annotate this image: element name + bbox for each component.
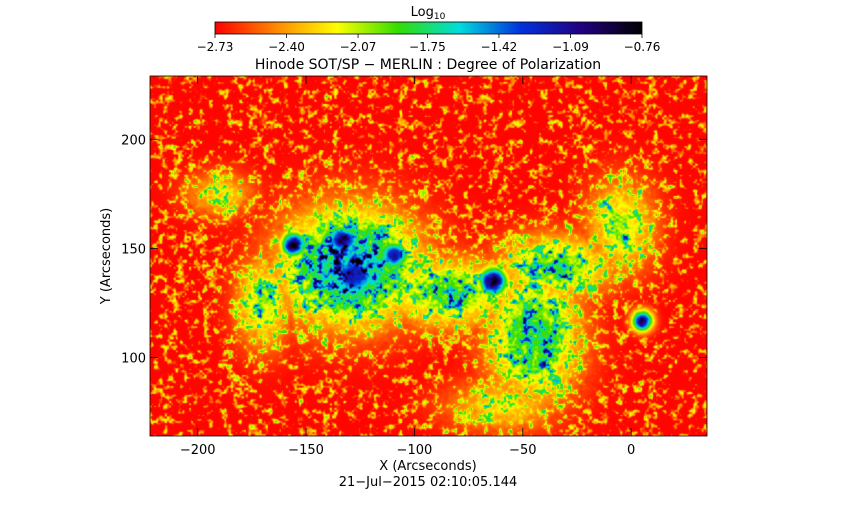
- y-axis: 100 150 200: [121, 133, 707, 366]
- colorbar: Log10 −2.73 −2.40 −2.07 −1.75 −1.42 −1.09 −0.7…: [197, 5, 661, 54]
- x-axis: −200 −150 −100 −50 0: [180, 76, 635, 458]
- y-tick-label: 150: [121, 242, 146, 257]
- colorbar-ticks: −2.73 −2.40 −2.07 −1.75 −1.42 −1.09 −0.76: [197, 34, 661, 54]
- x-tick-label: −200: [180, 443, 216, 458]
- colorbar-label: Log10: [411, 5, 446, 22]
- colorbar-tick-label: −1.75: [409, 40, 446, 54]
- x-axis-label: X (Arcseconds): [379, 459, 476, 474]
- y-axis-label: Y (Arcseconds): [99, 208, 114, 305]
- colorbar-gradient: [214, 21, 643, 35]
- colorbar-tick-label: −0.76: [624, 40, 661, 54]
- colorbar-tick-label: −2.40: [268, 40, 305, 54]
- colorbar-tick-label: −2.07: [340, 40, 377, 54]
- x-tick-label: 0: [627, 443, 635, 458]
- colorbar-tick-label: −1.42: [481, 40, 518, 54]
- plot-frame: [149, 75, 708, 437]
- colorbar-tick-label: −2.73: [197, 40, 234, 54]
- colorbar-tick-label: −1.09: [552, 40, 589, 54]
- x-tick-label: −100: [397, 443, 433, 458]
- y-tick-label: 200: [121, 133, 146, 148]
- polarization-map: [149, 75, 708, 437]
- heatmap-canvas: [150, 76, 707, 436]
- x-tick-label: −50: [509, 443, 536, 458]
- y-tick-label: 100: [121, 351, 146, 366]
- chart-title: Hinode SOT/SP − MERLIN : Degree of Polar…: [255, 57, 601, 73]
- colorbar-label-subscript: 10: [434, 12, 446, 22]
- timestamp: 21−Jul−2015 02:10:05.144: [339, 475, 518, 490]
- colorbar-label-base: Log: [411, 5, 434, 20]
- x-tick-label: −150: [288, 443, 324, 458]
